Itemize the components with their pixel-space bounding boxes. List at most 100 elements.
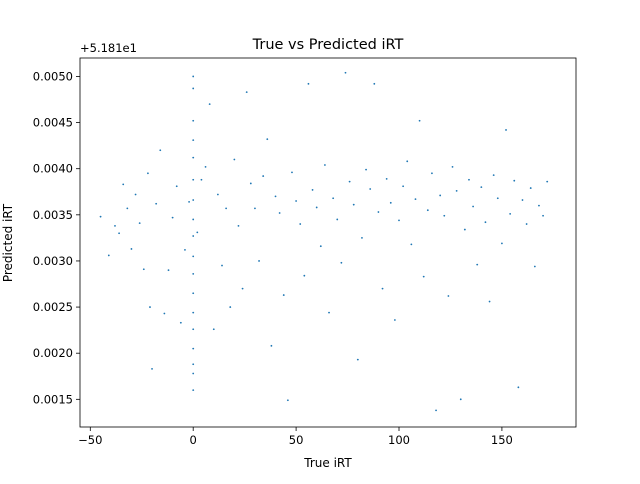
data-point (212, 328, 215, 331)
data-point (295, 200, 297, 202)
data-point (525, 223, 528, 225)
y-axis-label: Predicted iRT (1, 203, 15, 282)
data-point (484, 221, 487, 224)
data-point (192, 272, 195, 275)
data-point (233, 158, 236, 161)
data-point (134, 193, 137, 196)
data-point (426, 209, 429, 212)
data-point (352, 203, 355, 206)
data-point (538, 204, 540, 207)
data-point (344, 71, 347, 74)
y-tick-label: 0.0035 (33, 208, 73, 222)
data-point (192, 156, 195, 159)
data-point (381, 287, 384, 290)
data-point (476, 263, 479, 266)
data-point (365, 168, 367, 171)
data-point (414, 198, 417, 201)
data-point (262, 175, 265, 177)
data-point (311, 189, 314, 191)
data-point (439, 194, 442, 197)
y-axis: 0.0015 0.0020 0.0025 0.0030 0.0035 0.0040 0.00… (33, 69, 80, 406)
data-point (463, 228, 466, 231)
data-point (521, 199, 524, 201)
data-point (245, 91, 248, 94)
data-point (406, 160, 409, 163)
data-point (270, 344, 273, 347)
data-point (122, 183, 125, 186)
data-point (307, 82, 310, 85)
data-point (332, 197, 335, 200)
data-point (509, 213, 512, 215)
data-point (319, 245, 322, 248)
data-point (192, 235, 195, 237)
y-tick-label: 0.0015 (33, 392, 73, 406)
data-point (163, 312, 166, 315)
data-point (393, 319, 396, 321)
data-point (546, 180, 549, 183)
data-point (147, 172, 149, 175)
data-point (107, 254, 110, 257)
data-point (472, 205, 474, 208)
data-point (192, 347, 195, 350)
data-point (410, 243, 413, 246)
data-point (398, 219, 400, 222)
data-point (369, 188, 372, 190)
x-axis: −50 0 50 100 150 (78, 427, 513, 447)
data-point (266, 138, 269, 141)
data-point (138, 222, 141, 225)
data-point (192, 328, 195, 331)
data-point (155, 202, 158, 205)
data-point (328, 311, 330, 314)
data-point (282, 294, 285, 296)
y-tick-label: 0.0050 (33, 69, 73, 83)
data-point (192, 75, 195, 78)
data-point (225, 207, 228, 210)
x-tick-label: 50 (289, 433, 304, 447)
x-tick-label: −50 (78, 433, 102, 447)
data-point (216, 193, 219, 196)
data-point (200, 178, 203, 181)
data-point (501, 242, 503, 245)
data-point (258, 260, 260, 262)
data-point (192, 372, 195, 375)
data-point (118, 232, 120, 235)
data-point (278, 212, 281, 214)
data-point (237, 224, 240, 227)
data-point (480, 186, 483, 189)
chart-title: True vs Predicted iRT (252, 37, 404, 53)
data-point (192, 255, 195, 258)
y-tick-label: 0.0025 (33, 300, 73, 314)
data-point (208, 103, 211, 106)
data-point (299, 223, 302, 225)
data-point (488, 300, 491, 303)
x-tick-label: 0 (190, 433, 197, 447)
plot-frame (79, 57, 577, 428)
data-point (348, 180, 351, 183)
data-point (315, 206, 318, 209)
data-point (192, 389, 195, 391)
data-point (529, 187, 532, 189)
data-point (492, 174, 495, 177)
data-point (192, 178, 195, 181)
data-point (451, 165, 454, 168)
y-tick-label: 0.0045 (33, 116, 73, 130)
data-point (188, 201, 190, 203)
data-point (418, 119, 421, 122)
data-point (303, 274, 306, 277)
data-point (204, 165, 207, 168)
data-point (340, 261, 343, 264)
data-point (126, 207, 129, 210)
data-point (468, 178, 470, 181)
data-point (254, 207, 256, 210)
data-point (542, 214, 544, 217)
data-point (142, 268, 145, 271)
data-point (389, 201, 392, 204)
data-point (192, 87, 195, 90)
data-point (447, 295, 450, 297)
data-point (151, 367, 153, 370)
x-tick-label: 100 (388, 433, 410, 447)
data-point (159, 149, 162, 152)
data-point (221, 264, 223, 267)
data-point (422, 275, 425, 278)
